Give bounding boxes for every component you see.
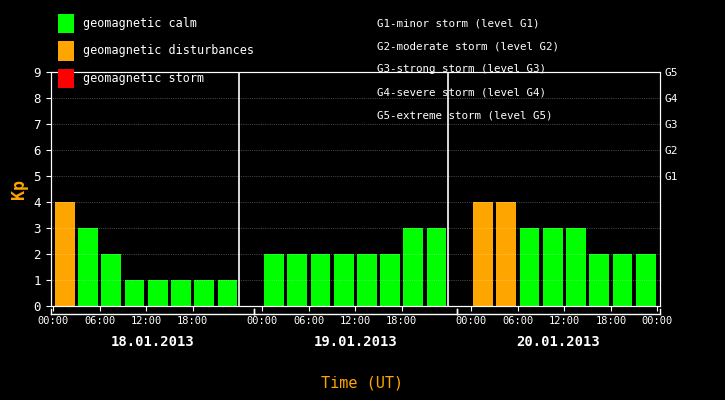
Bar — [380, 254, 400, 306]
Bar — [55, 202, 75, 306]
Bar — [125, 280, 144, 306]
Bar — [171, 280, 191, 306]
Y-axis label: Kp: Kp — [10, 179, 28, 199]
Text: G5-extreme storm (level G5): G5-extreme storm (level G5) — [377, 111, 552, 121]
Text: 18.01.2013: 18.01.2013 — [110, 335, 194, 349]
Bar — [194, 280, 214, 306]
Bar — [589, 254, 609, 306]
Bar — [636, 254, 655, 306]
Text: G3-strong storm (level G3): G3-strong storm (level G3) — [377, 64, 546, 74]
Bar — [334, 254, 354, 306]
Bar — [473, 202, 493, 306]
Text: geomagnetic disturbances: geomagnetic disturbances — [83, 44, 254, 58]
Bar — [566, 228, 586, 306]
Bar — [543, 228, 563, 306]
Bar — [148, 280, 167, 306]
Text: 20.01.2013: 20.01.2013 — [516, 335, 600, 349]
Bar — [264, 254, 283, 306]
Bar — [78, 228, 98, 306]
Text: geomagnetic calm: geomagnetic calm — [83, 17, 196, 30]
Bar — [427, 228, 447, 306]
Bar — [102, 254, 121, 306]
Text: Time (UT): Time (UT) — [321, 376, 404, 391]
Bar — [520, 228, 539, 306]
Bar — [357, 254, 377, 306]
Bar — [497, 202, 516, 306]
Text: G1-minor storm (level G1): G1-minor storm (level G1) — [377, 18, 539, 28]
Text: G4-severe storm (level G4): G4-severe storm (level G4) — [377, 88, 546, 98]
Text: G2-moderate storm (level G2): G2-moderate storm (level G2) — [377, 41, 559, 51]
Bar — [404, 228, 423, 306]
Bar — [287, 254, 307, 306]
Bar — [310, 254, 331, 306]
Bar — [218, 280, 237, 306]
Bar — [613, 254, 632, 306]
Text: geomagnetic storm: geomagnetic storm — [83, 72, 204, 85]
Text: 19.01.2013: 19.01.2013 — [313, 335, 397, 349]
